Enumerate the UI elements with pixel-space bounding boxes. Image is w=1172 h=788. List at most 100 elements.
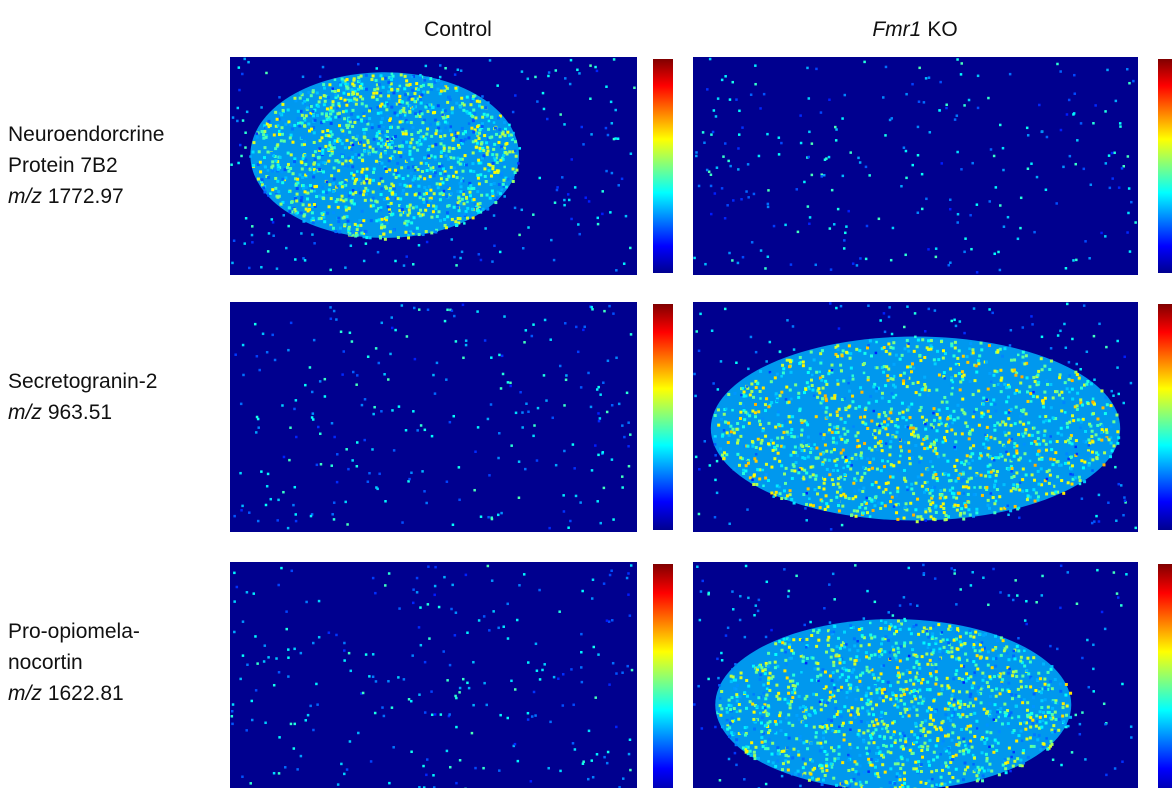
pixel [439, 154, 443, 158]
pixel [463, 212, 467, 216]
noise-pixel [375, 486, 378, 489]
noise-pixel [518, 147, 522, 150]
noise-pixel [620, 177, 624, 181]
noise-pixel [722, 155, 725, 158]
noise-pixel [1127, 187, 1131, 190]
pixel [479, 142, 483, 146]
noise-pixel [332, 518, 336, 521]
pixel [1037, 453, 1041, 457]
pixel [833, 425, 837, 429]
pixel [947, 479, 951, 483]
noise-pixel [835, 306, 838, 310]
pixel [820, 349, 824, 353]
noise-pixel [1031, 323, 1034, 326]
pixel [791, 696, 795, 700]
pixel [924, 719, 928, 723]
noise-pixel [888, 306, 891, 309]
noise-pixel [498, 250, 502, 254]
pixel [396, 125, 400, 129]
pixel [904, 425, 908, 429]
noise-pixel [615, 725, 618, 729]
pixel [739, 456, 743, 460]
pixel [499, 174, 503, 178]
pixel [799, 654, 803, 658]
pixel [992, 383, 996, 387]
pixel [977, 389, 981, 393]
pixel [783, 419, 787, 423]
pixel [386, 205, 390, 209]
noise-pixel [841, 174, 845, 178]
pixel [263, 165, 267, 169]
pixel [748, 700, 752, 704]
pixel [798, 738, 802, 742]
noise-pixel [627, 593, 630, 596]
pixel [912, 349, 916, 353]
pixel [837, 729, 841, 733]
pixel [465, 95, 469, 99]
pixel [789, 656, 793, 660]
pixel [1047, 687, 1051, 691]
pixel [860, 475, 864, 479]
pixel [918, 353, 922, 357]
pixel [488, 136, 492, 140]
pixel [960, 507, 964, 511]
pixel [399, 213, 403, 217]
pixel [971, 514, 975, 518]
pixel [866, 729, 870, 733]
pixel [880, 366, 884, 370]
noise-pixel [581, 589, 584, 593]
pixel [801, 439, 805, 443]
ms-image [230, 57, 673, 275]
pixel [1005, 709, 1009, 713]
pixel [732, 431, 736, 435]
pixel [1091, 400, 1095, 404]
pixel [773, 493, 777, 497]
noise-pixel [376, 487, 379, 491]
noise-pixel [333, 78, 337, 81]
noise-pixel [596, 500, 599, 503]
pixel [362, 181, 366, 185]
pixel [1092, 412, 1096, 416]
pixel [1012, 368, 1016, 372]
pixel [1057, 717, 1061, 721]
pixel [265, 122, 269, 126]
pixel [330, 152, 334, 156]
pixel [421, 233, 425, 237]
pixel [956, 629, 960, 633]
noise-pixel [316, 703, 319, 706]
pixel [824, 397, 828, 401]
pixel [1071, 397, 1075, 401]
pixel [910, 362, 914, 366]
pixel [765, 664, 769, 668]
pixel [458, 202, 462, 206]
noise-pixel [949, 261, 952, 264]
pixel [786, 701, 790, 705]
noise-pixel [594, 696, 597, 699]
pixel [410, 221, 414, 225]
pixel [284, 176, 288, 180]
pixel [882, 743, 886, 747]
noise-pixel [589, 405, 593, 409]
pixel [476, 202, 480, 206]
pixel [441, 167, 445, 171]
pixel [1054, 490, 1058, 494]
pixel [411, 178, 415, 182]
pixel [485, 151, 489, 155]
noise-pixel [407, 698, 411, 701]
pixel [961, 677, 965, 681]
pixel [767, 678, 771, 682]
pixel [873, 504, 877, 508]
noise-pixel [594, 65, 597, 69]
noise-pixel [346, 165, 350, 168]
pixel [848, 784, 852, 788]
pixel [391, 184, 395, 188]
pixel [859, 683, 863, 687]
pixel [1046, 382, 1050, 386]
pixel [1044, 721, 1048, 725]
pixel [1003, 382, 1007, 386]
pixel [482, 154, 486, 158]
noise-pixel [1118, 122, 1122, 125]
noise-pixel [1017, 369, 1020, 372]
pixel [763, 668, 767, 672]
pixel [854, 434, 858, 438]
